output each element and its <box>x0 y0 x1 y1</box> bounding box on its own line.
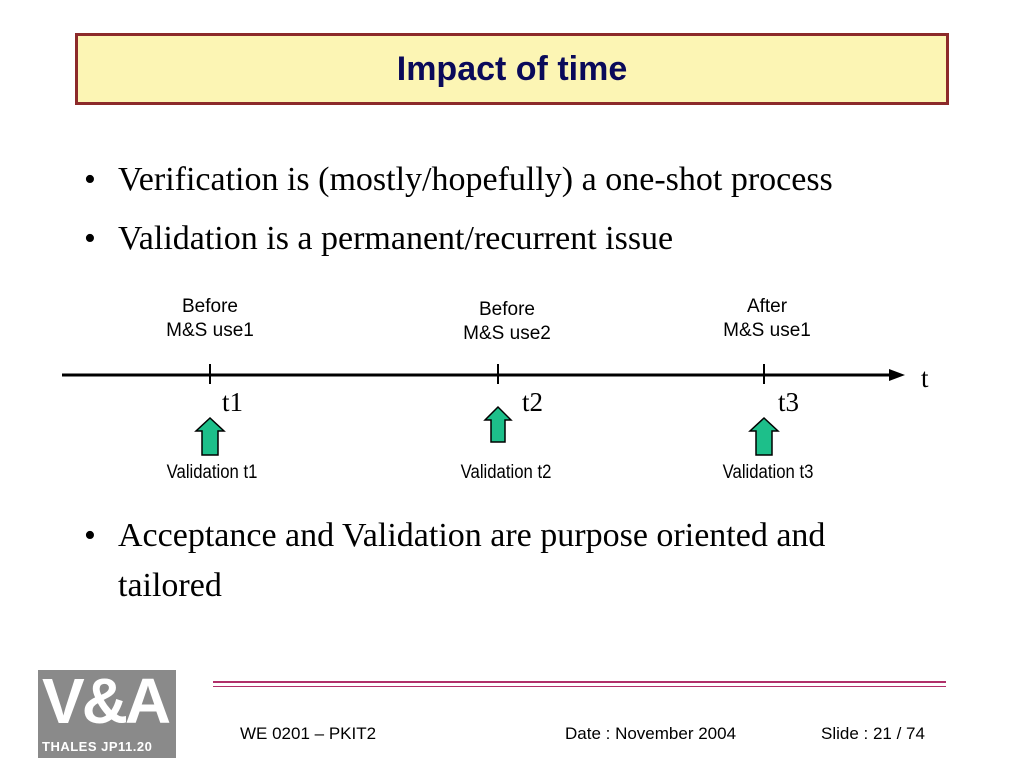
footer-date: Date : November 2004 <box>565 724 737 743</box>
bullet-symbol: • <box>84 220 96 257</box>
bullet-text: Validation is a permanent/recurrent issu… <box>118 220 674 257</box>
up-arrow-icon <box>194 416 226 456</box>
title-box: Impact of time <box>75 33 949 105</box>
bullet-item: • Acceptance and Validation are purpose … <box>84 511 904 611</box>
timeline-arrowhead <box>889 369 905 381</box>
tick-label-t2: t2 <box>522 387 544 417</box>
bullet-item: • Validation is a permanent/recurrent is… <box>84 214 673 264</box>
footer-slide-number: Slide : 21 / 74 <box>821 724 925 743</box>
slide-title: Impact of time <box>396 49 628 88</box>
footer-divider <box>213 686 946 687</box>
bullet-text: Verification is (mostly/hopefully) a one… <box>118 161 833 198</box>
axis-label-t: t <box>921 363 929 393</box>
up-arrow-icon <box>748 416 780 456</box>
bullet-symbol: • <box>84 517 96 554</box>
footer-course: WE 0201 – PKIT2 <box>240 724 377 743</box>
va-logo: V&A THALES JP11.20 <box>38 665 176 758</box>
up-arrow-icon <box>483 405 513 443</box>
tick-label-t1: t1 <box>222 387 244 417</box>
tick-label-t3: t3 <box>778 387 800 417</box>
validation-label-t2: Validation t2 <box>460 462 552 483</box>
validation-label-t1: Validation t1 <box>166 462 258 483</box>
validation-label-t3: Validation t3 <box>722 462 814 483</box>
timeline-caption-2: Before M&S use2 <box>463 299 551 344</box>
bullet-text: Acceptance and Validation are purpose or… <box>118 517 826 604</box>
footer-divider <box>213 681 946 683</box>
timeline-caption-1: Before M&S use1 <box>166 296 254 341</box>
bullet-symbol: • <box>84 161 96 198</box>
bullet-item: • Verification is (mostly/hopefully) a o… <box>84 155 833 205</box>
timeline-caption-3: After M&S use1 <box>723 296 811 341</box>
